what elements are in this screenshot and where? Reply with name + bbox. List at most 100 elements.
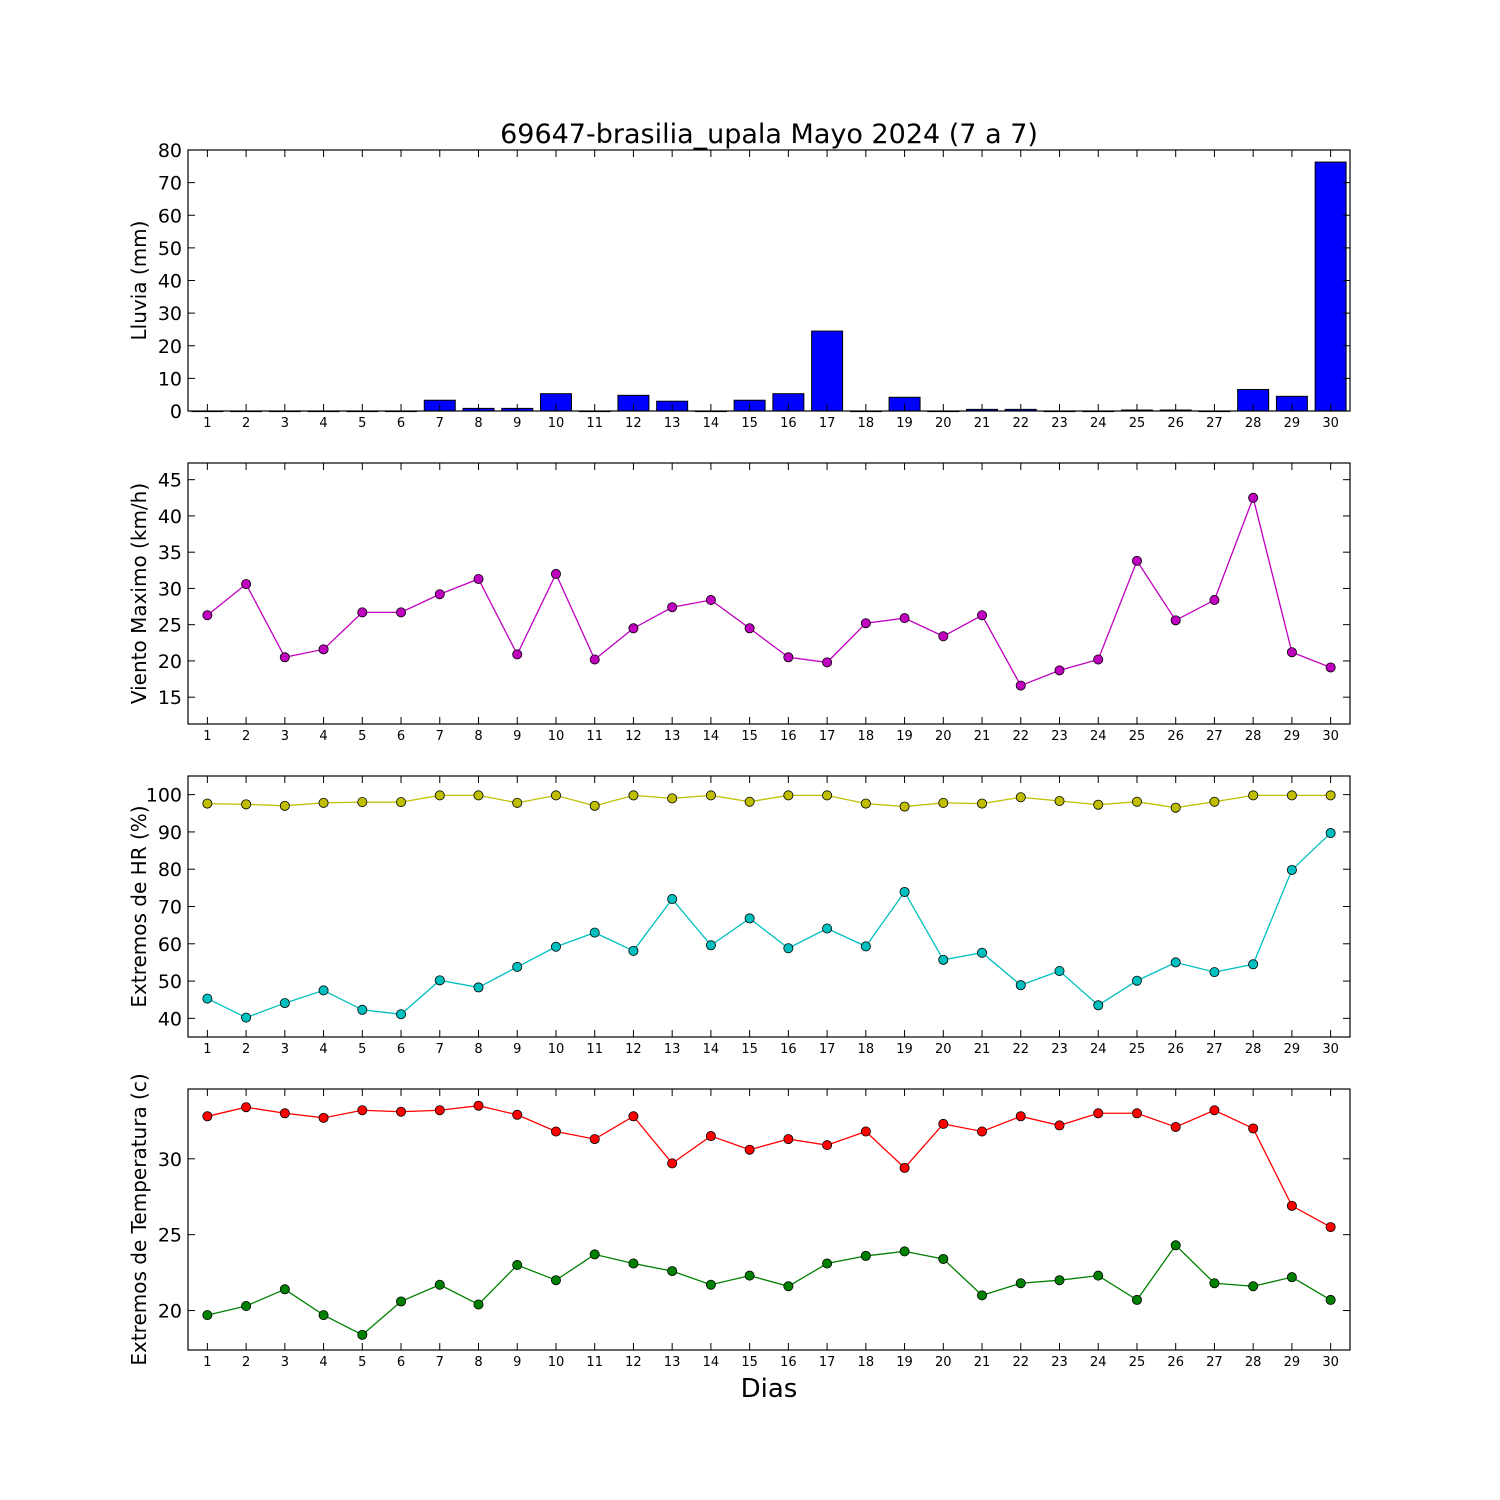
series-1-point-day-24: [1093, 799, 1104, 810]
x-tick-label: 28: [1245, 1042, 1262, 1057]
x-tick-label: 27: [1206, 416, 1223, 431]
series-2-point-day-8: [473, 982, 484, 993]
series-1-point-day-23: [1054, 665, 1065, 676]
x-tick-label: 19: [896, 729, 913, 744]
x-tick-label: 6: [397, 1042, 405, 1057]
series-1-point-day-27: [1209, 796, 1220, 807]
x-tick-label: 14: [703, 1042, 720, 1057]
bar-day-17: [811, 330, 844, 412]
x-tick-label: 5: [358, 1042, 366, 1057]
x-tick-label: 9: [513, 416, 521, 431]
x-tick-label: 29: [1284, 1042, 1301, 1057]
x-tick-label: 20: [935, 1042, 952, 1057]
x-tick-label: 13: [664, 1042, 681, 1057]
series-1-point-day-23: [1054, 795, 1065, 806]
x-tick-label: 28: [1245, 729, 1262, 744]
x-tick-label: 2: [242, 1355, 250, 1370]
series-1-point-day-6: [396, 797, 407, 808]
series-1-point-day-21: [977, 798, 988, 809]
series-2-point-day-16: [783, 1281, 794, 1292]
series-1-point-day-24: [1093, 1108, 1104, 1119]
series-1-point-day-16: [783, 1134, 794, 1145]
x-tick-label: 29: [1284, 416, 1301, 431]
series-2-point-day-26: [1170, 1240, 1181, 1251]
series-1-point-day-5: [357, 797, 368, 808]
series-1-line: [207, 794, 1331, 809]
series-2-point-day-27: [1209, 1278, 1220, 1289]
x-tick-label: 14: [703, 1355, 720, 1370]
series-2-point-day-11: [589, 1249, 600, 1260]
series-1-point-day-19: [899, 1162, 910, 1173]
series-1-point-day-26: [1170, 615, 1181, 626]
x-tick-label: 16: [780, 416, 797, 431]
series-2-point-day-20: [938, 1253, 949, 1264]
y-tick-label: 80: [158, 859, 182, 881]
series-2-point-day-9: [512, 1260, 523, 1271]
series-2-point-day-7: [434, 1279, 445, 1290]
series-2-point-day-23: [1054, 966, 1065, 977]
series-2-point-day-2: [241, 1012, 252, 1023]
series-2-point-day-12: [628, 1258, 639, 1269]
axes-frame: [187, 775, 1351, 1038]
series-2-point-day-2: [241, 1300, 252, 1311]
series-1-point-day-6: [396, 607, 407, 618]
series-1-point-day-8: [473, 574, 484, 585]
x-tick-label: 30: [1322, 416, 1339, 431]
series-2-point-day-30: [1325, 828, 1336, 839]
series-2-point-day-4: [318, 1310, 329, 1321]
series-2-point-day-6: [396, 1009, 407, 1020]
x-tick-label: 19: [896, 1042, 913, 1057]
x-tick-label: 4: [319, 1355, 327, 1370]
series-2-point-day-8: [473, 1299, 484, 1310]
series-1-point-day-7: [434, 790, 445, 801]
series-2-point-day-28: [1248, 959, 1259, 970]
series-1-point-day-2: [241, 799, 252, 810]
x-tick-label: 13: [664, 729, 681, 744]
series-1-point-day-2: [241, 1102, 252, 1113]
x-tick-label: 23: [1051, 1042, 1068, 1057]
series-1-point-day-28: [1248, 790, 1259, 801]
x-tick-label: 7: [436, 1355, 444, 1370]
series-1-point-day-30: [1325, 790, 1336, 801]
series-1-point-day-13: [667, 793, 678, 804]
series-2-point-day-21: [977, 1290, 988, 1301]
series-2-point-day-30: [1325, 1294, 1336, 1305]
series-1-point-day-24: [1093, 654, 1104, 665]
y-tick-label: 50: [158, 971, 182, 993]
series-1-point-day-1: [202, 610, 213, 621]
series-2-point-day-21: [977, 947, 988, 958]
x-tick-label: 1: [203, 416, 211, 431]
y-tick-label: 15: [158, 687, 182, 709]
x-tick-label: 21: [974, 729, 991, 744]
series-2-line: [207, 1244, 1331, 1336]
series-2-point-day-9: [512, 961, 523, 972]
x-tick-label: 6: [397, 729, 405, 744]
x-tick-label: 11: [586, 1355, 603, 1370]
x-tick-label: 23: [1051, 1355, 1068, 1370]
x-tick-label: 4: [319, 729, 327, 744]
x-tick-label: 7: [436, 1042, 444, 1057]
x-tick-label: 29: [1284, 729, 1301, 744]
series-1-point-day-15: [744, 1144, 755, 1155]
x-tick-label: 27: [1206, 1042, 1223, 1057]
series-1-point-day-18: [860, 798, 871, 809]
series-2-point-day-5: [357, 1329, 368, 1340]
x-tick-label: 15: [741, 1355, 758, 1370]
series-1-point-day-21: [977, 1126, 988, 1137]
series-1-point-day-7: [434, 1105, 445, 1116]
series-2-point-day-15: [744, 913, 755, 924]
x-tick-label: 3: [281, 729, 289, 744]
x-tick-label: 2: [242, 1042, 250, 1057]
series-1-point-day-16: [783, 652, 794, 663]
x-tick-label: 12: [625, 729, 642, 744]
series-1-point-day-13: [667, 602, 678, 613]
series-1-point-day-8: [473, 790, 484, 801]
series-1-point-day-3: [279, 652, 290, 663]
x-tick-label: 8: [474, 1042, 482, 1057]
series-1-point-day-2: [241, 579, 252, 590]
axes-frame: [187, 462, 1351, 725]
series-1-point-day-12: [628, 623, 639, 634]
x-tick-label: 8: [474, 416, 482, 431]
series-1-line: [206, 495, 1331, 687]
